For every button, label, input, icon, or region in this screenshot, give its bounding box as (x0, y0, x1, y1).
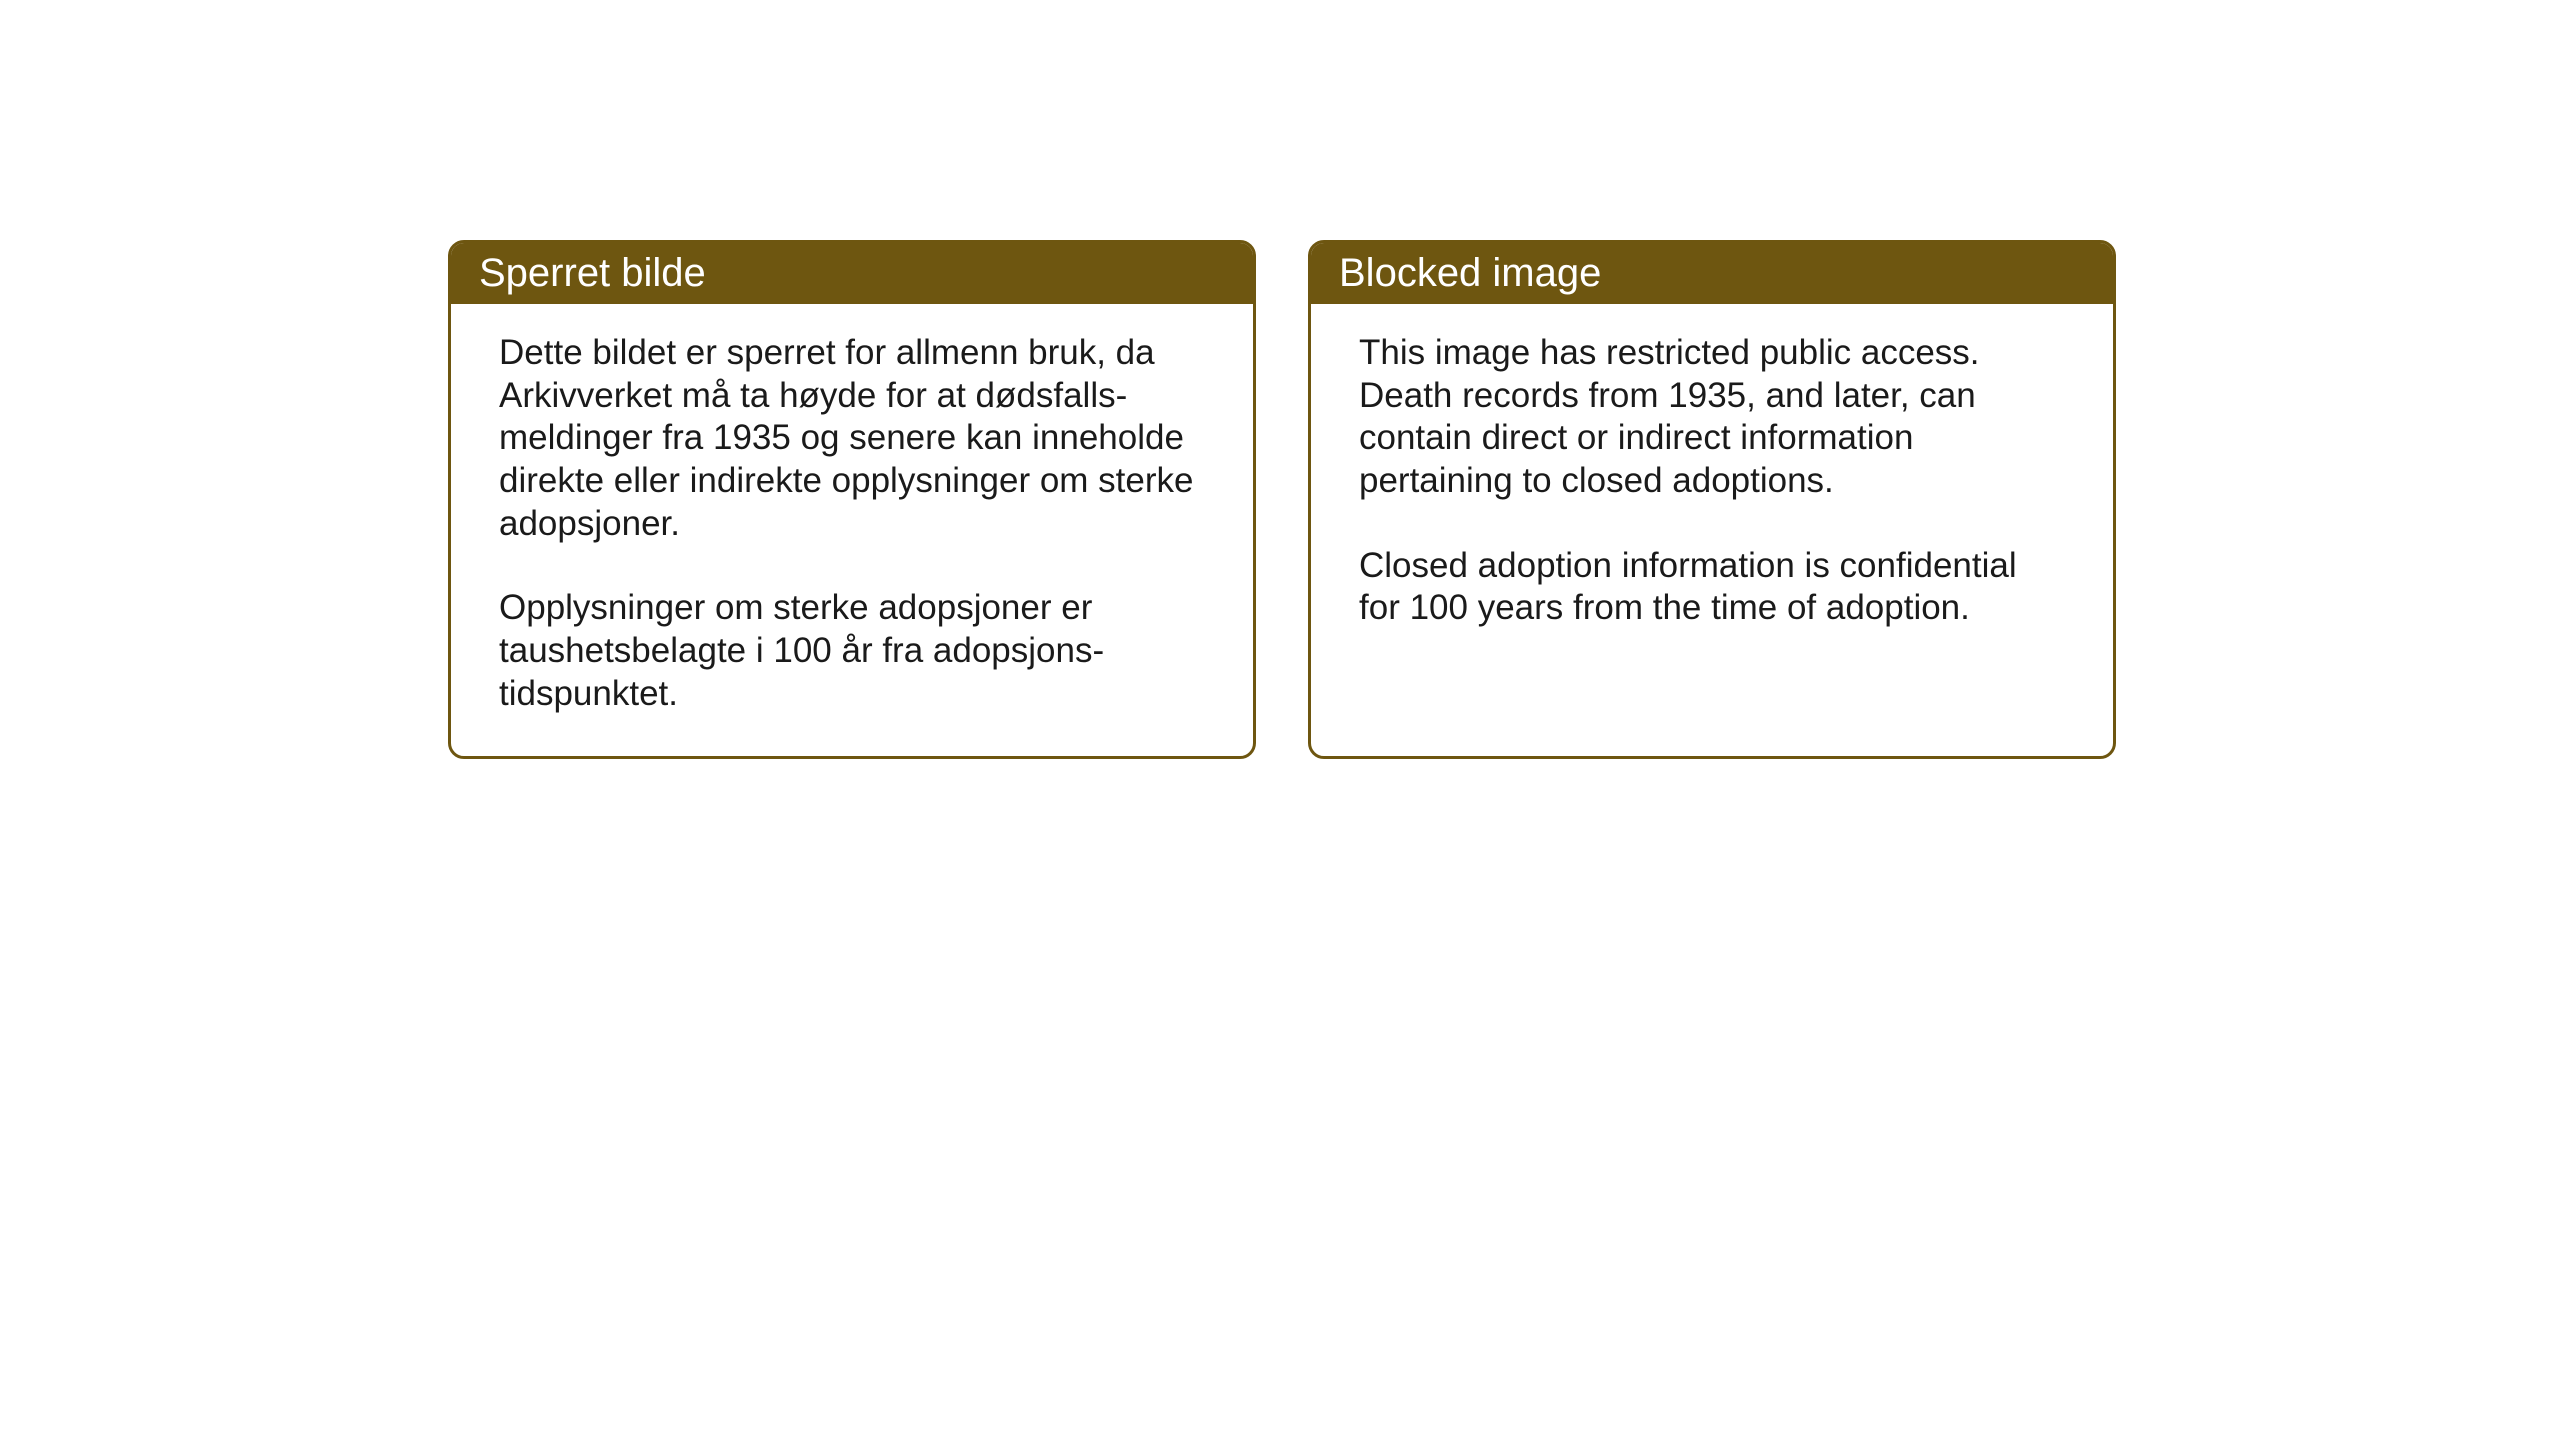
notice-header-norwegian: Sperret bilde (451, 243, 1253, 304)
notice-title-english: Blocked image (1339, 251, 1601, 295)
notice-paragraph-1-english: This image has restricted public access.… (1359, 332, 2065, 503)
notice-title-norwegian: Sperret bilde (479, 251, 706, 295)
notice-card-norwegian: Sperret bilde Dette bildet er sperret fo… (448, 240, 1256, 759)
notice-paragraph-2-norwegian: Opplysninger om sterke adopsjoner er tau… (499, 587, 1205, 715)
notice-paragraph-1-norwegian: Dette bildet er sperret for allmenn bruk… (499, 332, 1205, 545)
notice-container: Sperret bilde Dette bildet er sperret fo… (448, 240, 2116, 759)
notice-paragraph-2-english: Closed adoption information is confident… (1359, 545, 2065, 630)
notice-body-norwegian: Dette bildet er sperret for allmenn bruk… (451, 304, 1253, 756)
notice-header-english: Blocked image (1311, 243, 2113, 304)
notice-card-english: Blocked image This image has restricted … (1308, 240, 2116, 759)
notice-body-english: This image has restricted public access.… (1311, 304, 2113, 744)
